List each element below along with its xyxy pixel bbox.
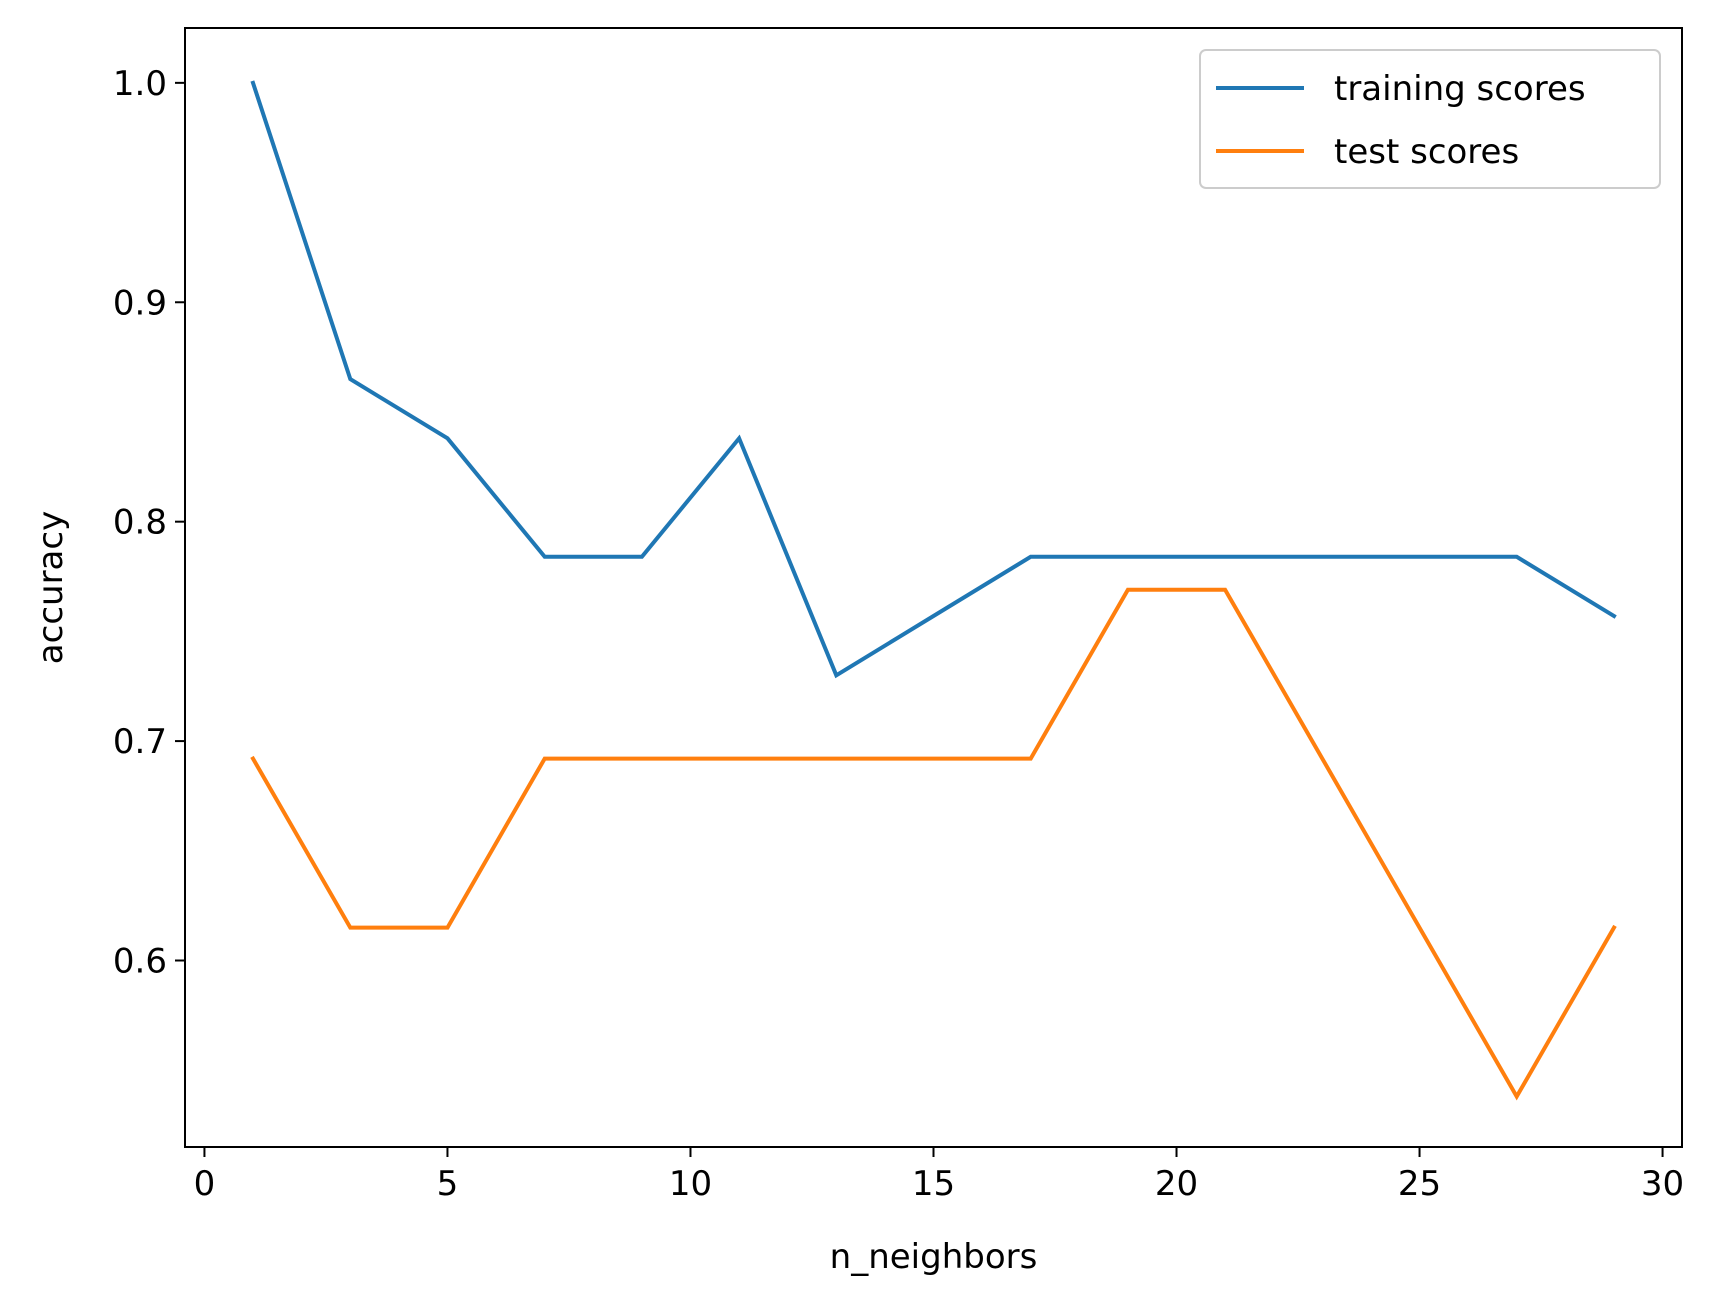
series-lines	[250, 80, 1617, 1101]
y-tick-label: 0.6	[113, 942, 167, 982]
x-tick-label: 0	[194, 1164, 216, 1204]
y-tick-label: 0.8	[113, 503, 167, 543]
x-axis-label: n_neighbors	[830, 1237, 1038, 1277]
y-tick-label: 0.7	[113, 722, 167, 762]
x-tick-label: 5	[437, 1164, 459, 1204]
legend: training scores test scores	[1199, 49, 1661, 189]
x-tick-label: 20	[1155, 1164, 1198, 1204]
x-tick-label: 25	[1398, 1164, 1441, 1204]
plot-frame	[184, 27, 1683, 1148]
x-tick-label: 10	[669, 1164, 712, 1204]
y-axis-label: accuracy	[31, 511, 71, 664]
legend-box	[1199, 49, 1661, 189]
legend-label: test scores	[1334, 132, 1519, 172]
y-tick-label: 0.9	[113, 283, 167, 323]
legend-label: training scores	[1334, 69, 1586, 109]
x-tick-label: 15	[912, 1164, 955, 1204]
y-axis-ticks: 0.6 0.7 0.8 0.9 1.0	[113, 64, 185, 982]
series-line-test-scores	[250, 587, 1617, 1101]
x-axis-ticks: 0 5 10 15 20 25 30	[194, 1147, 1684, 1204]
series-line-training-scores	[250, 80, 1617, 679]
y-tick-label: 1.0	[113, 64, 167, 104]
x-tick-label: 30	[1641, 1164, 1684, 1204]
